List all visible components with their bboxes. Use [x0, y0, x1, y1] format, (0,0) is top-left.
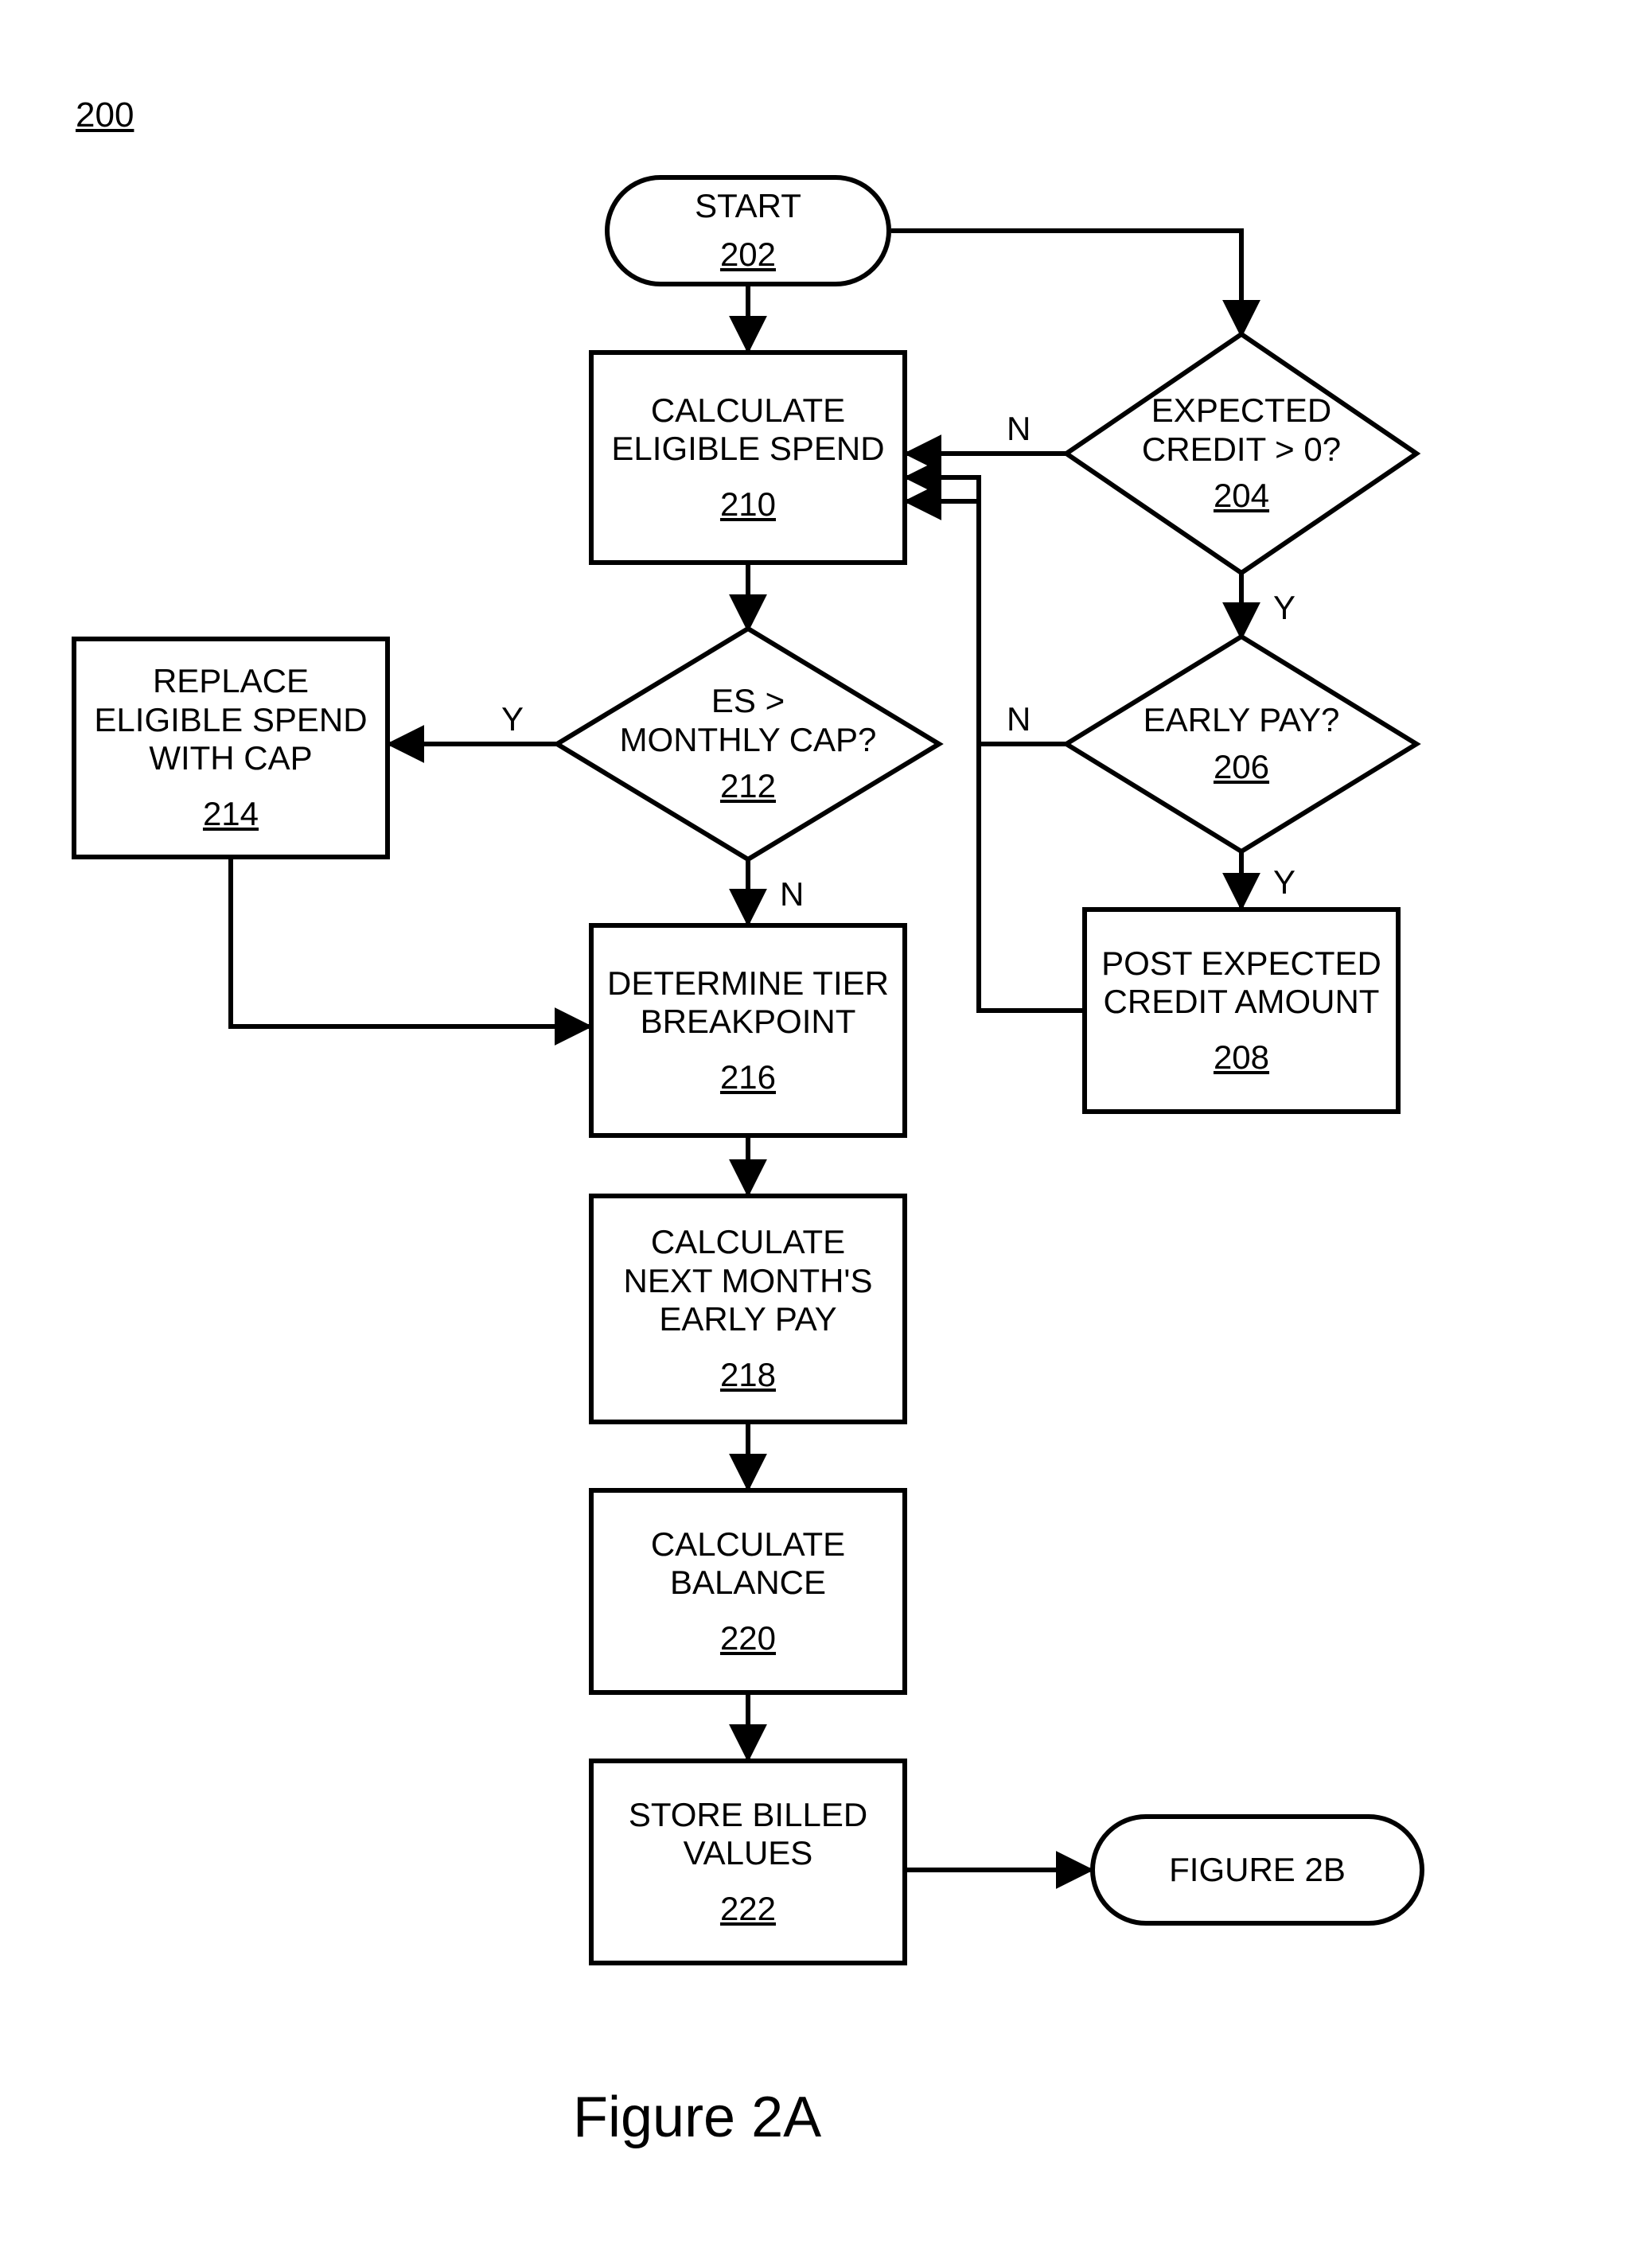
flowchart-canvas: 200 START202EXPECTEDCREDIT > 0?204EARLY … [0, 0, 1652, 2263]
node-label: CALCULATENEXT MONTH'SEARLY PAY [624, 1223, 873, 1338]
process-b216: DETERMINE TIERBREAKPOINT 216 [589, 923, 907, 1138]
process-b210: CALCULATEELIGIBLE SPEND 210 [589, 350, 907, 565]
terminator-start: START 202 [605, 175, 891, 286]
figure-caption: Figure 2A [573, 2085, 821, 2150]
node-ref: 214 [203, 795, 259, 833]
edge-label-d212-b216: N [780, 875, 804, 913]
node-ref: 220 [720, 1619, 776, 1657]
decision-text-d204: EXPECTEDCREDIT > 0? 204 [1066, 334, 1416, 573]
edge-label-d204-b210: N [1007, 410, 1031, 448]
node-label: ES >MONTHLY CAP? [620, 682, 877, 759]
node-label: FIGURE 2B [1169, 1851, 1346, 1889]
process-b222: STORE BILLEDVALUES 222 [589, 1759, 907, 1965]
edge-label-d212-b214: Y [501, 700, 524, 738]
node-ref: 206 [1214, 748, 1269, 786]
node-ref: 222 [720, 1890, 776, 1928]
node-ref: 204 [1214, 477, 1269, 515]
edge-label-d206-b210: N [1007, 700, 1031, 738]
terminator-link2b: FIGURE 2B [1090, 1814, 1424, 1926]
node-label: START [695, 187, 801, 225]
node-ref: 218 [720, 1356, 776, 1394]
decision-text-d206: EARLY PAY? 206 [1066, 637, 1416, 851]
node-label: EARLY PAY? [1144, 701, 1340, 739]
node-ref: 202 [720, 236, 776, 274]
node-label: POST EXPECTEDCREDIT AMOUNT [1101, 945, 1381, 1022]
process-b214: REPLACEELIGIBLE SPENDWITH CAP 214 [72, 637, 390, 859]
node-label: REPLACEELIGIBLE SPENDWITH CAP [94, 662, 367, 777]
node-ref: 210 [720, 485, 776, 524]
process-b218: CALCULATENEXT MONTH'SEARLY PAY 218 [589, 1194, 907, 1424]
edge-b214-b216 [231, 859, 589, 1026]
node-label: STORE BILLEDVALUES [629, 1796, 867, 1873]
node-ref: 212 [720, 767, 776, 805]
process-b220: CALCULATEBALANCE 220 [589, 1488, 907, 1695]
process-b208: POST EXPECTEDCREDIT AMOUNT 208 [1082, 907, 1401, 1114]
node-label: DETERMINE TIERBREAKPOINT [607, 964, 889, 1042]
figure-caption-text: Figure 2A [573, 2086, 821, 2149]
node-ref: 208 [1214, 1038, 1269, 1077]
edge-label-d206-b208: Y [1273, 863, 1295, 902]
node-label: CALCULATEBALANCE [651, 1525, 845, 1603]
edge-label-d204-d206: Y [1273, 589, 1295, 627]
node-label: CALCULATEELIGIBLE SPEND [611, 391, 884, 469]
node-label: EXPECTEDCREDIT > 0? [1142, 391, 1341, 469]
node-ref: 216 [720, 1058, 776, 1096]
decision-text-d212: ES >MONTHLY CAP? 212 [557, 629, 939, 859]
edge-start-d204 [891, 231, 1241, 334]
